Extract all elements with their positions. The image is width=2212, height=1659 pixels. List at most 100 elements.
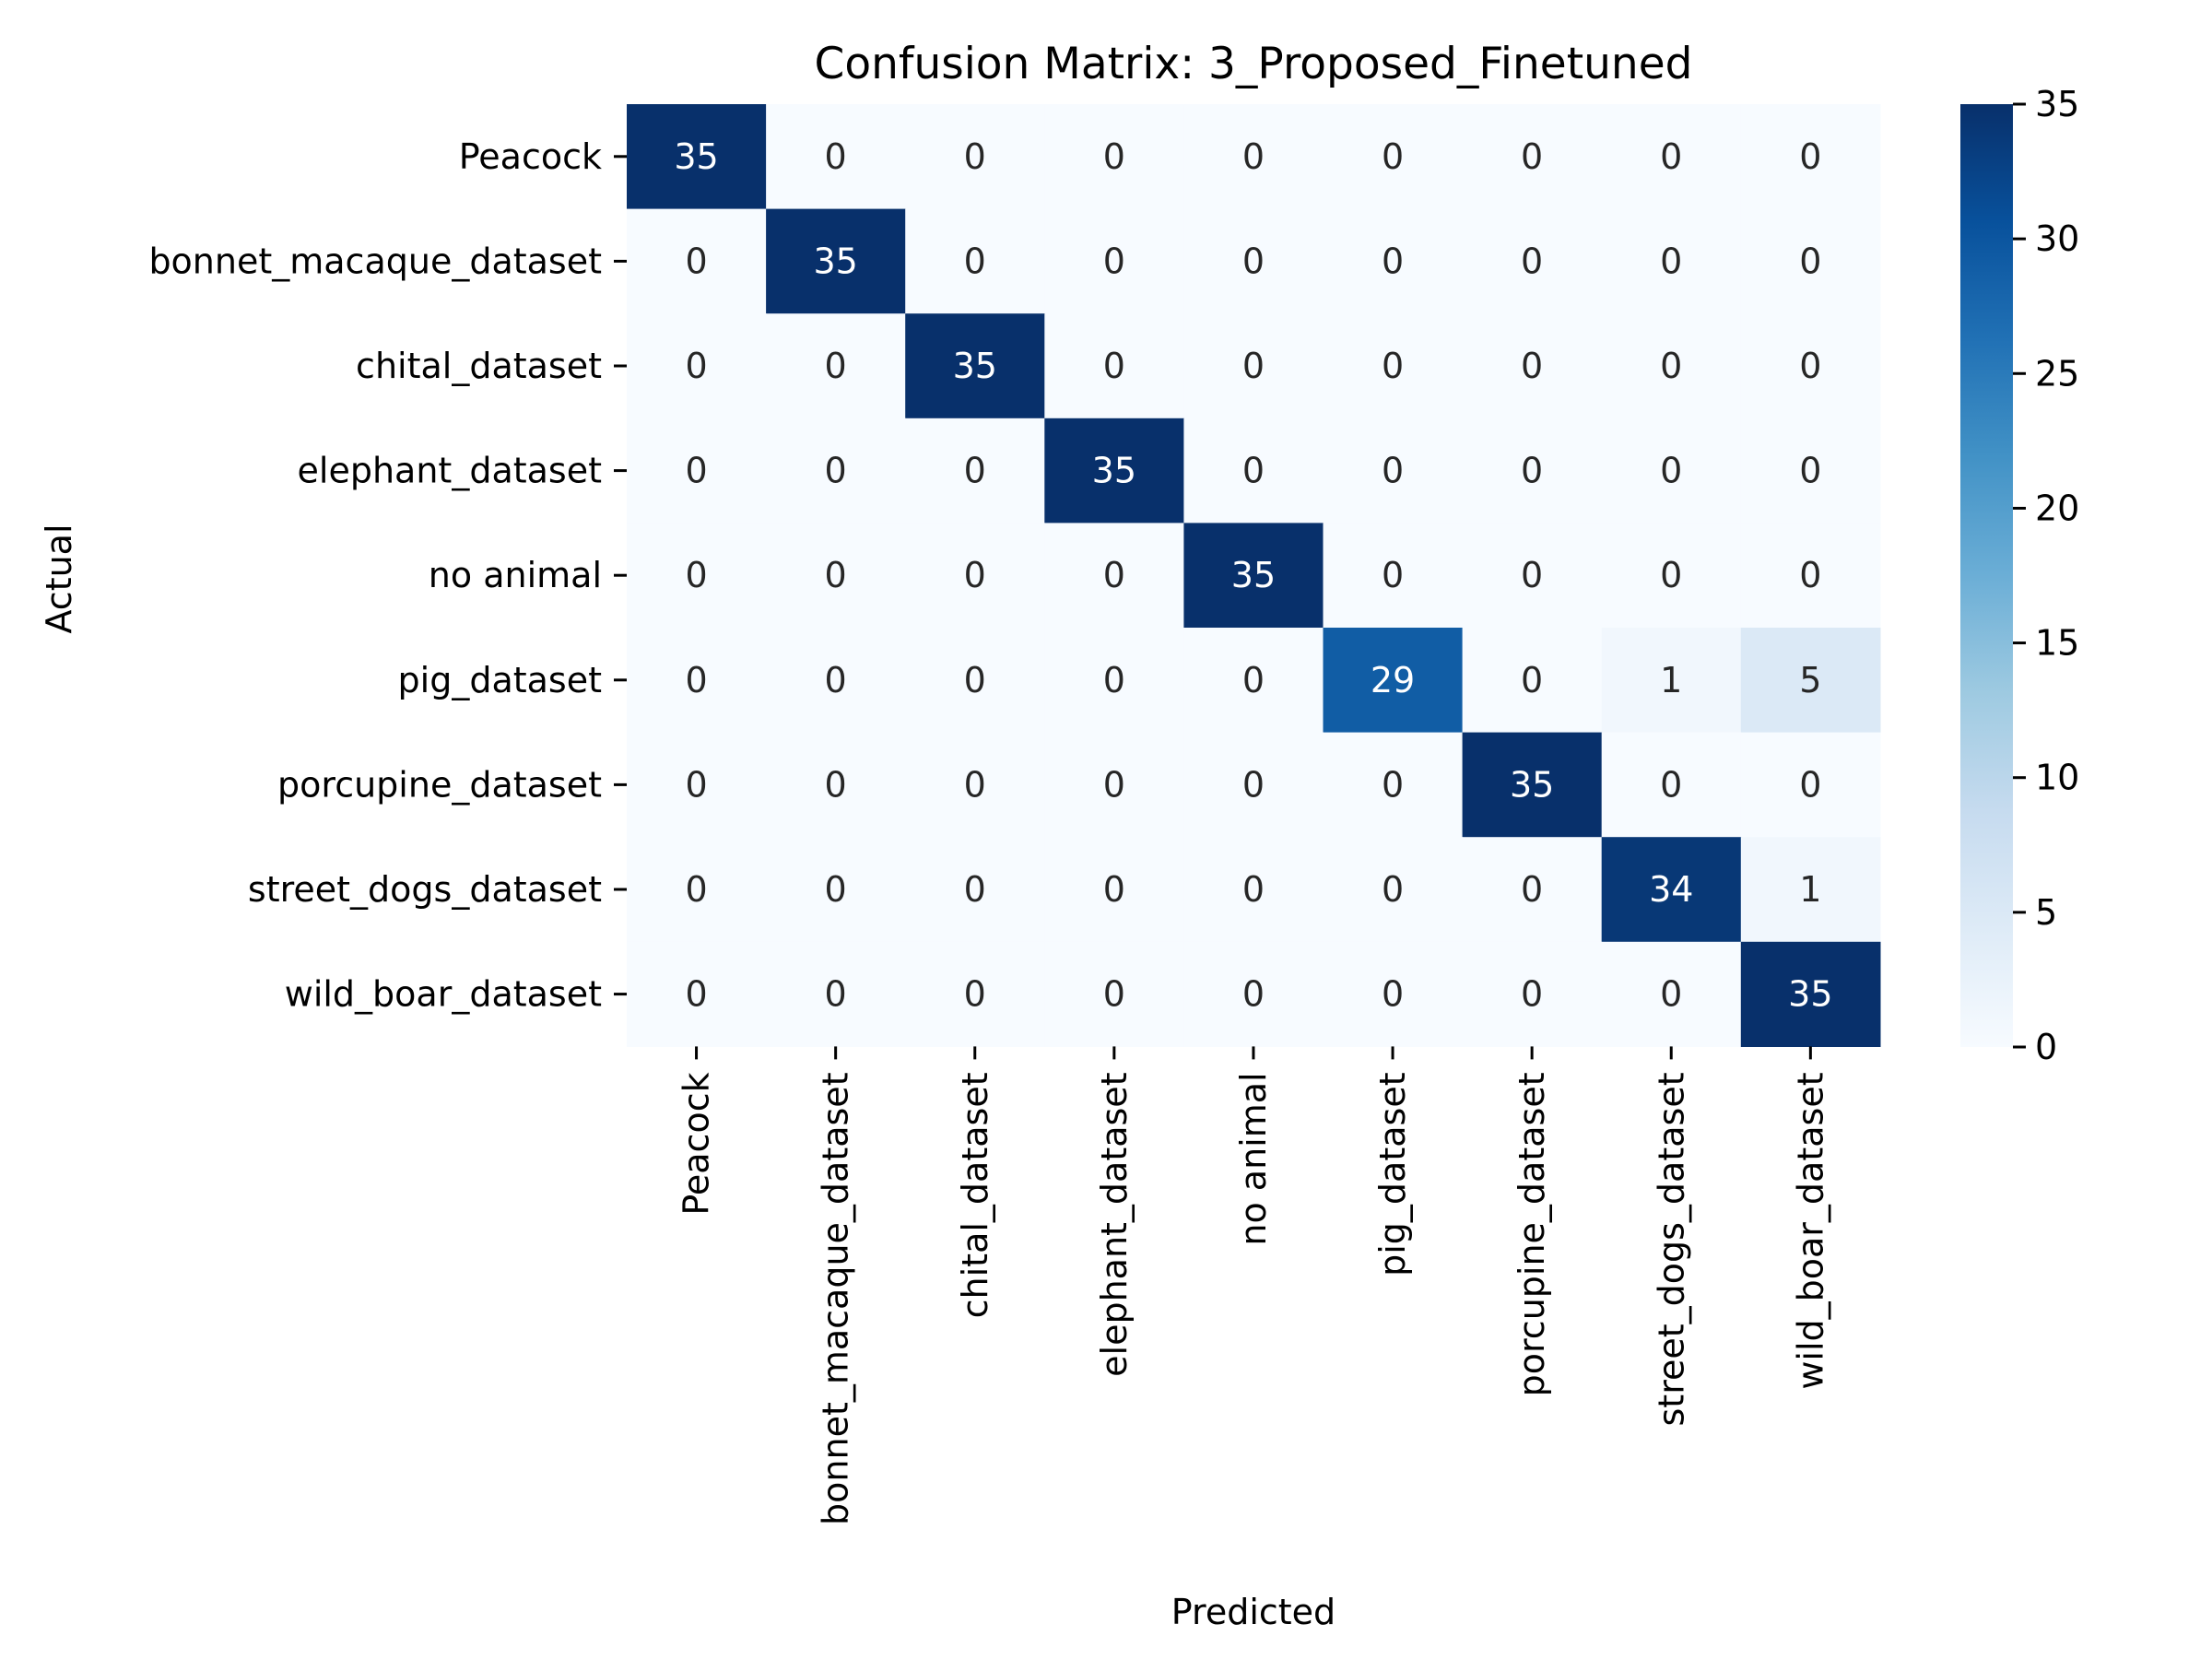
heatmap-cell (905, 313, 1045, 419)
heatmap-cell (1462, 941, 1603, 1047)
heatmap-cell (627, 208, 767, 314)
cell-value-label: 0 (1660, 136, 1682, 177)
heatmap-cell (627, 313, 767, 419)
cell-value-label: 0 (1103, 555, 1125, 595)
cell-value-label: 0 (1382, 764, 1404, 805)
cell-value-label: 1 (1660, 660, 1682, 700)
colorbar-tick-label: 25 (2035, 353, 2079, 394)
heatmap-cell (1044, 104, 1184, 210)
cell-value-label: 0 (1242, 660, 1265, 700)
colorbar-tick-label: 15 (2035, 623, 2079, 664)
cell-value-label: 0 (1103, 346, 1125, 386)
cell-value-label: 0 (685, 764, 707, 805)
cell-value-label: 0 (1660, 974, 1682, 1015)
x-tick-label: porcupine_dataset (1512, 1072, 1552, 1396)
y-tick-label: wild_boar_dataset (285, 974, 602, 1015)
cell-value-label: 0 (1660, 555, 1682, 595)
x-tick-label: street_dogs_dataset (1651, 1072, 1691, 1426)
heatmap-cell (1323, 313, 1464, 419)
cell-value-label: 0 (964, 764, 986, 805)
heatmap-cell (766, 628, 906, 734)
cell-value-label: 0 (685, 869, 707, 910)
cell-value-label: 0 (964, 241, 986, 281)
cell-value-label: 0 (1799, 136, 1821, 177)
cell-value-label: 35 (674, 136, 718, 177)
heatmap-cell (1601, 104, 1742, 210)
heatmap-cell (905, 104, 1045, 210)
cell-value-label: 0 (825, 555, 847, 595)
cell-value-label: 35 (1231, 555, 1276, 595)
cell-value-label: 0 (964, 136, 986, 177)
y-tick-label: bonnet_macaque_dataset (148, 241, 602, 281)
cell-value-label: 0 (1382, 136, 1404, 177)
colorbar-tick-label: 0 (2035, 1027, 2057, 1067)
cell-value-label: 0 (685, 660, 707, 700)
heatmap-cell (1601, 418, 1742, 524)
heatmap-cell (1323, 523, 1464, 629)
heatmap-cell (766, 313, 906, 419)
heatmap-cell (766, 732, 906, 838)
cell-value-label: 35 (953, 346, 997, 386)
cell-value-label: 0 (685, 555, 707, 595)
cell-value-label: 0 (1660, 764, 1682, 805)
heatmap-cell (627, 628, 767, 734)
cell-value-label: 0 (1521, 136, 1543, 177)
cell-value-label: 0 (1242, 869, 1265, 910)
heatmap-cell (627, 732, 767, 838)
chart-title: Confusion Matrix: 3_Proposed_Finetuned (815, 39, 1693, 89)
heatmap-cell (1740, 732, 1881, 838)
cell-value-label: 0 (1103, 974, 1125, 1015)
heatmap-cell (1044, 837, 1184, 943)
colorbar-tick-label: 35 (2035, 84, 2079, 124)
heatmap-cell (905, 418, 1045, 524)
heatmap-cell (766, 208, 906, 314)
heatmap-cell (627, 837, 767, 943)
heatmap-cell (1462, 837, 1603, 943)
heatmap-cell (1183, 313, 1324, 419)
cell-value-label: 0 (1103, 241, 1125, 281)
x-axis: Peacock bonnet_macaque_dataset chital_data… (677, 1046, 1830, 1525)
heatmap-cell (1044, 313, 1184, 419)
cell-value-label: 0 (1382, 974, 1404, 1015)
heatmap-cell (1183, 732, 1324, 838)
heatmap-cell (1462, 418, 1603, 524)
cell-value-label: 34 (1649, 869, 1693, 910)
heatmap-cell (905, 628, 1045, 734)
heatmap-cell (1601, 837, 1742, 943)
heatmap-cell (1740, 104, 1881, 210)
heatmap-cell (1183, 418, 1324, 524)
cell-value-label: 0 (825, 869, 847, 910)
heatmap-cell (1740, 523, 1881, 629)
y-tick-label: chital_dataset (356, 346, 602, 386)
heatmap-cell (1601, 523, 1742, 629)
heatmap-cell-labels: 35 0 0 0 0 0 0 0 0 0 35 0 0 0 0 0 0 0 0 0 35 0 0 0 0 0 0 0 0 0 35 0 0 0 0 0… (674, 136, 1832, 1015)
heatmap-cell (1323, 104, 1464, 210)
heatmap-cell (1740, 418, 1881, 524)
heatmap-cell (1183, 208, 1324, 314)
heatmap-cell (1601, 941, 1742, 1047)
cell-value-label: 0 (1382, 346, 1404, 386)
heatmap-cell (1462, 523, 1603, 629)
heatmap-cell (1323, 732, 1464, 838)
cell-value-label: 0 (1382, 869, 1404, 910)
heatmap-cell (1183, 628, 1324, 734)
x-tick-label: Peacock (677, 1072, 717, 1215)
cell-value-label: 0 (1242, 451, 1265, 491)
heatmap-cell (627, 523, 767, 629)
cell-value-label: 0 (1799, 451, 1821, 491)
heatmap-cell (627, 418, 767, 524)
cell-value-label: 0 (825, 974, 847, 1015)
heatmap-cell (1183, 941, 1324, 1047)
cell-value-label: 0 (1521, 660, 1543, 700)
heatmap-cell (1462, 628, 1603, 734)
cell-value-label: 35 (1092, 451, 1136, 491)
cell-value-label: 0 (1103, 660, 1125, 700)
cell-value-label: 0 (964, 451, 986, 491)
heatmap-cell (1601, 208, 1742, 314)
cell-value-label: 0 (1799, 764, 1821, 805)
cell-value-label: 0 (1521, 346, 1543, 386)
heatmap-cell (1183, 104, 1324, 210)
heatmap-cell (1462, 732, 1603, 838)
heatmap-cell (1740, 628, 1881, 734)
cell-value-label: 35 (1788, 974, 1832, 1015)
